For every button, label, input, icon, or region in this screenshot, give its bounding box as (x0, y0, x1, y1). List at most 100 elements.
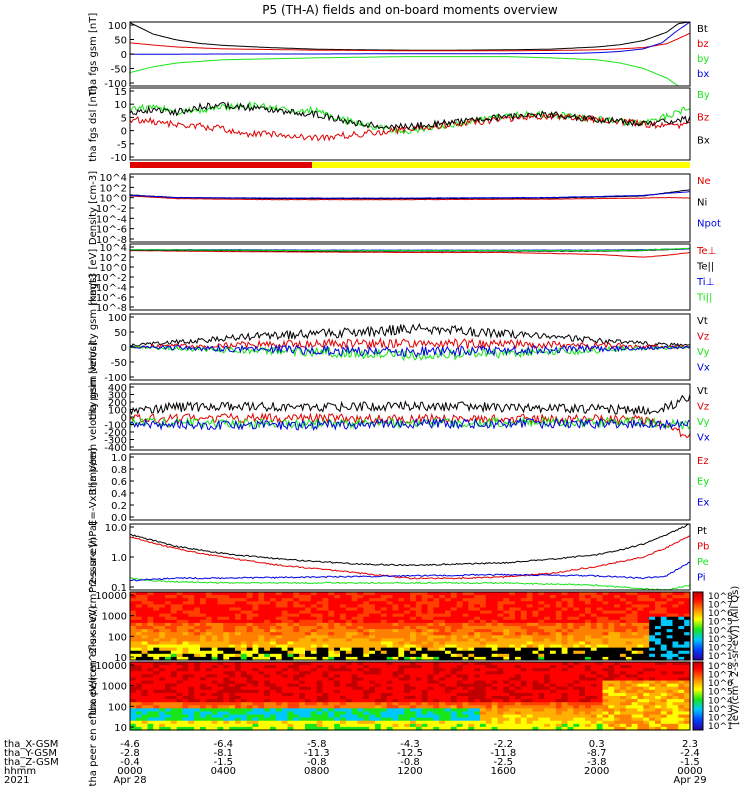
spectrogram-cell (643, 601, 650, 605)
spectrogram-cell (573, 705, 580, 709)
spectrogram-cell (398, 601, 405, 605)
spectrogram-cell (281, 696, 289, 700)
spectrogram-cell (141, 610, 149, 615)
spectrogram-cell (159, 616, 166, 621)
spectrogram-cell (491, 702, 499, 706)
spectrogram-cell (305, 705, 312, 709)
spectrogram-cell (532, 638, 539, 643)
spectrogram-cell (561, 662, 569, 666)
spectrogram-cell (445, 662, 452, 666)
spectrogram-cell (678, 683, 685, 688)
spectrogram-cell (544, 647, 551, 652)
spectrogram-cell (555, 641, 563, 646)
spectrogram-cell (188, 720, 195, 725)
spectrogram-cell (678, 668, 685, 672)
spectrogram-cell (328, 607, 335, 612)
spectrogram-cell (660, 610, 668, 615)
spectrogram-cell (182, 714, 189, 719)
spectrogram-cell (678, 711, 685, 716)
spectrogram-cell (305, 656, 312, 661)
spectrogram-cell (252, 726, 259, 731)
spectrogram-cell (205, 641, 213, 646)
spectrogram-cell (322, 674, 329, 679)
spectrogram-cell (386, 592, 394, 596)
spectrogram-cell (660, 601, 668, 605)
spectrogram-cell (614, 610, 621, 615)
spectrogram-cell (596, 613, 604, 618)
spectrogram-cell (130, 610, 137, 615)
spectrogram-cell (130, 644, 137, 649)
spectrogram-cell (666, 677, 674, 682)
spectrogram-cell (666, 619, 674, 624)
spectrogram-cell (585, 714, 592, 719)
spectrogram-cell (357, 723, 364, 728)
spectrogram-cell (264, 689, 271, 694)
spectrogram-cell (625, 683, 633, 688)
spectrogram-cell (246, 622, 254, 627)
spectrogram-cell (649, 702, 656, 706)
spectrogram-cell (153, 692, 160, 697)
spectrogram-cell (415, 622, 423, 627)
spectrogram-cell (456, 668, 464, 672)
spectrogram-cell (684, 714, 691, 719)
series-line-bz (129, 112, 691, 142)
spectrogram-cell (130, 629, 137, 633)
spectrogram-cell (345, 680, 353, 685)
spectrogram-cell (170, 692, 178, 697)
spectrogram-cell (637, 601, 644, 605)
spectrogram-cell (485, 680, 493, 685)
spectrogram-cell (573, 665, 580, 669)
spectrogram-cell (649, 674, 656, 679)
spectrogram-cell (631, 708, 639, 713)
spectrogram-cell (223, 708, 230, 713)
spectrogram-cell (678, 629, 685, 633)
spectrogram-cell (334, 641, 341, 646)
spectrogram-cell (147, 647, 154, 652)
spectrogram-cell (450, 705, 458, 709)
spectrogram-cell (590, 641, 598, 646)
spectrogram-cell (240, 641, 248, 646)
spectrogram-cell (637, 699, 644, 703)
spectrogram-cell (660, 616, 668, 621)
spectrogram-cell (485, 696, 493, 700)
spectrogram-cell (649, 668, 656, 672)
spectrogram-cell (141, 708, 149, 713)
spectrogram-cell (672, 616, 679, 621)
spectrogram-cell (678, 632, 685, 636)
spectrogram-cell (480, 668, 487, 672)
spectrogram-cell (614, 613, 621, 618)
spectrogram-cell (561, 699, 569, 703)
spectrogram-cell (532, 677, 539, 682)
spectrogram-cell (287, 613, 294, 618)
spectrogram-cell (299, 696, 306, 700)
spectrogram-cell (555, 647, 563, 652)
spectrogram-cell (538, 638, 545, 643)
spectrogram-cell (415, 653, 423, 658)
spectrogram-cell (497, 708, 504, 713)
spectrogram-cell (608, 619, 615, 624)
spectrogram-cell (509, 692, 516, 697)
spectrogram-cell (205, 601, 213, 605)
spectrogram-cell (555, 656, 563, 661)
spectrogram-cell (229, 671, 236, 675)
spectrogram-cell (380, 717, 388, 722)
spectrogram-cell (404, 656, 411, 661)
spectrogram-cell (293, 668, 300, 672)
spectrogram-cell (532, 641, 539, 646)
spectrogram-cell (439, 720, 446, 725)
spectrogram-cell (608, 705, 615, 709)
spectrogram-cell (672, 635, 679, 639)
spectrogram-cell (526, 598, 534, 602)
spectrogram-cell (404, 665, 411, 669)
spectrogram-cell (398, 683, 405, 688)
spectrogram-cell (135, 635, 143, 639)
spectrogram-cell (310, 601, 318, 605)
spectrogram-cell (649, 671, 656, 675)
y-tick-label: 1000 (102, 612, 127, 623)
spectrogram-cell (608, 592, 615, 596)
spectrogram-cell (398, 692, 405, 697)
spectrogram-cell (480, 705, 487, 709)
spectrogram-cell (555, 696, 563, 700)
spectrogram-cell (375, 650, 382, 655)
spectrogram-cell (147, 671, 154, 675)
